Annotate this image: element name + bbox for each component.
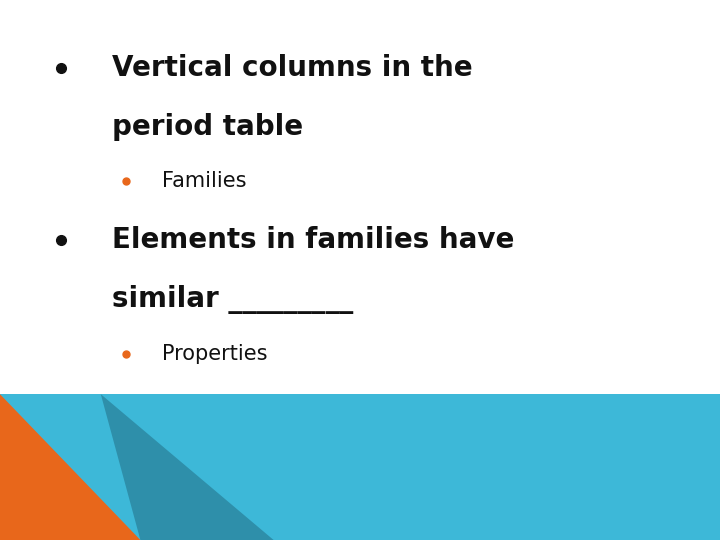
- Bar: [0, 394, 720, 540]
- Text: Elements in families have: Elements in families have: [112, 226, 514, 254]
- Polygon shape: [101, 394, 274, 540]
- Text: period table: period table: [112, 113, 302, 141]
- Text: Vertical columns in the: Vertical columns in the: [112, 53, 472, 82]
- Polygon shape: [0, 394, 140, 540]
- Text: Families: Families: [162, 171, 246, 191]
- Text: Properties: Properties: [162, 343, 268, 364]
- Text: similar _________: similar _________: [112, 285, 353, 314]
